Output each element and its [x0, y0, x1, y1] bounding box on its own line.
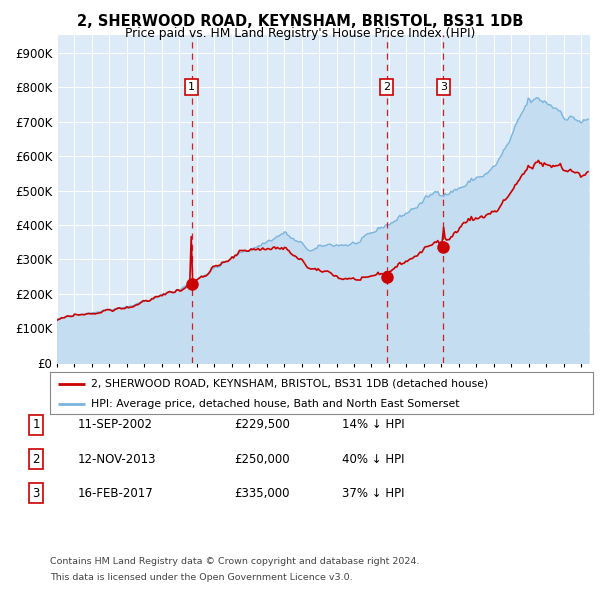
- Text: £229,500: £229,500: [234, 418, 290, 431]
- Text: 37% ↓ HPI: 37% ↓ HPI: [342, 487, 404, 500]
- Text: 2, SHERWOOD ROAD, KEYNSHAM, BRISTOL, BS31 1DB: 2, SHERWOOD ROAD, KEYNSHAM, BRISTOL, BS3…: [77, 14, 523, 29]
- Text: 1: 1: [32, 418, 40, 431]
- Text: 2: 2: [383, 82, 390, 92]
- Text: 14% ↓ HPI: 14% ↓ HPI: [342, 418, 404, 431]
- Text: HPI: Average price, detached house, Bath and North East Somerset: HPI: Average price, detached house, Bath…: [91, 399, 459, 408]
- Text: 3: 3: [32, 487, 40, 500]
- Text: Price paid vs. HM Land Registry's House Price Index (HPI): Price paid vs. HM Land Registry's House …: [125, 27, 475, 40]
- Text: This data is licensed under the Open Government Licence v3.0.: This data is licensed under the Open Gov…: [50, 572, 352, 582]
- Text: Contains HM Land Registry data © Crown copyright and database right 2024.: Contains HM Land Registry data © Crown c…: [50, 557, 419, 566]
- Text: 1: 1: [188, 82, 195, 92]
- Text: 2, SHERWOOD ROAD, KEYNSHAM, BRISTOL, BS31 1DB (detached house): 2, SHERWOOD ROAD, KEYNSHAM, BRISTOL, BS3…: [91, 379, 488, 389]
- Text: £250,000: £250,000: [234, 453, 290, 466]
- Text: 12-NOV-2013: 12-NOV-2013: [78, 453, 157, 466]
- Text: 3: 3: [440, 82, 447, 92]
- Text: 11-SEP-2002: 11-SEP-2002: [78, 418, 153, 431]
- Text: 2: 2: [32, 453, 40, 466]
- Text: 40% ↓ HPI: 40% ↓ HPI: [342, 453, 404, 466]
- Text: £335,000: £335,000: [234, 487, 290, 500]
- Text: 16-FEB-2017: 16-FEB-2017: [78, 487, 154, 500]
